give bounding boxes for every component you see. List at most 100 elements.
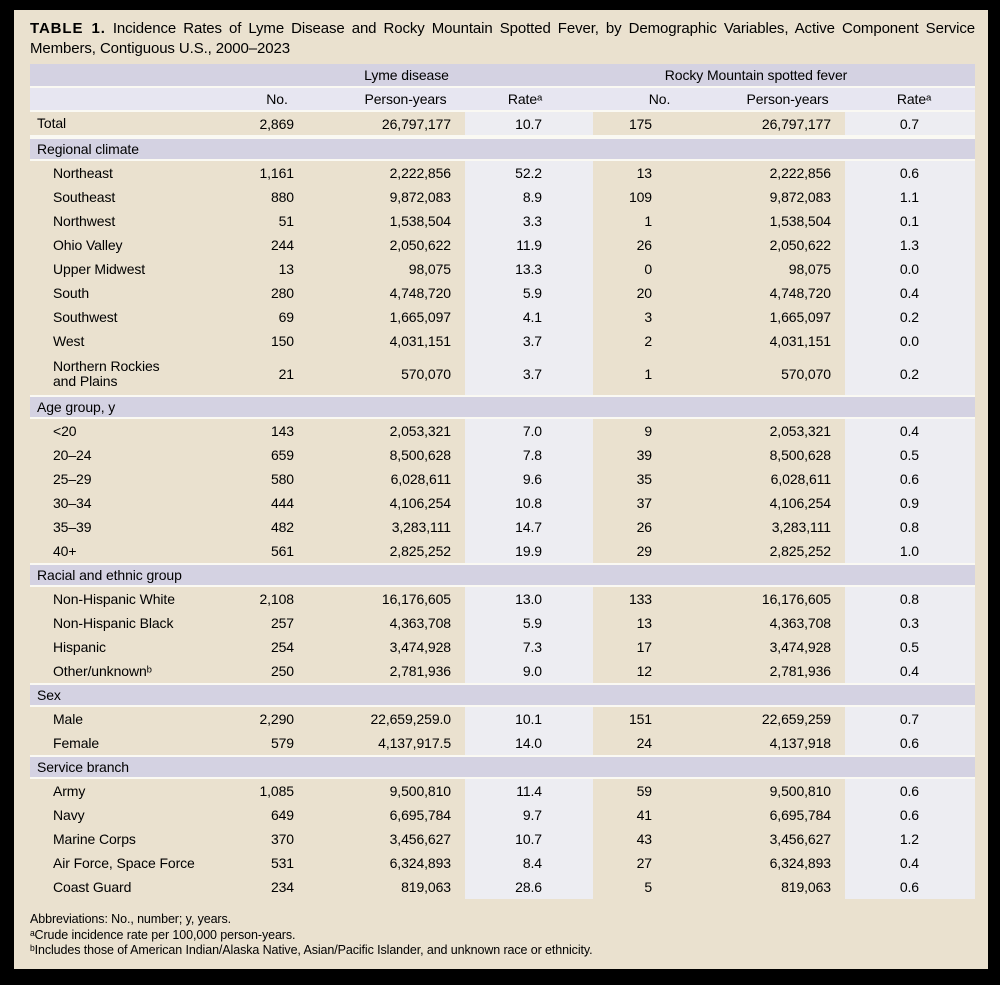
- cell-rmsf-no: 29: [636, 543, 652, 559]
- cell-rmsf-rate: 0.6: [845, 731, 975, 755]
- cell-rmsf-no: 1: [644, 366, 652, 382]
- footnote-abbreviations: Abbreviations: No., number; y, years.: [30, 912, 232, 926]
- cell-lyme-no: 482: [270, 519, 294, 535]
- column-header-rmsf-person-years: Person-years: [746, 91, 829, 107]
- cell-rmsf-person-years: 4,106,254: [769, 495, 831, 511]
- row-label: Southwest: [53, 308, 118, 325]
- section-header: Age group, y: [30, 395, 975, 419]
- row-label: <20: [53, 422, 77, 439]
- cell-rmsf-no: 20: [636, 285, 652, 301]
- cell-lyme-person-years: 9,872,083: [389, 189, 451, 205]
- table-row: Non-Hispanic White 2,108 16,176,605 13.0 133…: [30, 587, 975, 611]
- column-header-lyme-no: No.: [266, 91, 288, 107]
- cell-rmsf-rate: 0.6: [845, 467, 975, 491]
- table-column-header-row: No. Person-years Rateᵃ No. Person-years …: [30, 88, 975, 112]
- cell-lyme-no: 531: [270, 855, 294, 871]
- group-header-spacer: [30, 64, 230, 86]
- table-row: Northern Rockies and Plains 21 570,070 3.7 1…: [30, 353, 975, 395]
- row-label: Ohio Valley: [53, 236, 123, 253]
- table-title: TABLE 1. Incidence Rates of Lyme Disease…: [30, 19, 975, 58]
- cell-rmsf-no: 1: [644, 213, 652, 229]
- cell-rmsf-rate: 1.0: [845, 539, 975, 563]
- cell-lyme-rate: 52.2: [465, 161, 593, 185]
- cell-lyme-rate: 7.3: [465, 635, 593, 659]
- cell-rmsf-no: 12: [636, 663, 652, 679]
- cell-rmsf-no: 13: [636, 165, 652, 181]
- cell-rmsf-person-years: 4,363,708: [769, 615, 831, 631]
- table-row: Army 1,085 9,500,810 11.4 59 9,500,810 0.6: [30, 779, 975, 803]
- cell-lyme-person-years: 3,456,627: [389, 831, 451, 847]
- row-label: Navy: [53, 806, 85, 823]
- cell-lyme-no: 257: [270, 615, 294, 631]
- cell-rmsf-no: 17: [636, 639, 652, 655]
- cell-rmsf-no: 27: [636, 855, 652, 871]
- cell-lyme-person-years: 819,063: [401, 879, 451, 895]
- cell-rmsf-person-years: 4,137,918: [769, 735, 831, 751]
- row-label: Northwest: [53, 212, 116, 229]
- cell-lyme-no: 250: [270, 663, 294, 679]
- cell-rmsf-no: 39: [636, 447, 652, 463]
- table-row: 40+ 561 2,825,252 19.9 29 2,825,252 1.0: [30, 539, 975, 563]
- table-group-header-row: Lyme disease Rocky Mountain spotted feve…: [30, 64, 975, 88]
- cell-rmsf-rate: 0.6: [845, 875, 975, 899]
- section-header: Regional climate: [30, 137, 975, 161]
- cell-rmsf-person-years: 22,659,259: [761, 711, 831, 727]
- cell-rmsf-person-years: 98,075: [788, 261, 831, 277]
- cell-rmsf-no: 13: [636, 615, 652, 631]
- cell-rmsf-rate: 0.4: [845, 851, 975, 875]
- cell-lyme-person-years: 2,781,936: [389, 663, 451, 679]
- cell-lyme-no: 13: [278, 261, 294, 277]
- cell-lyme-rate: 5.9: [465, 281, 593, 305]
- cell-rmsf-person-years: 819,063: [781, 879, 831, 895]
- cell-rmsf-rate: 1.3: [845, 233, 975, 257]
- cell-rmsf-rate: 0.7: [845, 707, 975, 731]
- cell-rmsf-no: 175: [628, 115, 652, 132]
- cell-lyme-rate: 8.9: [465, 185, 593, 209]
- cell-lyme-rate: 11.4: [465, 779, 593, 803]
- cell-rmsf-person-years: 6,028,611: [770, 471, 831, 487]
- table-row: Other/unknownᵇ 250 2,781,936 9.0 12 2,781,936…: [30, 659, 975, 683]
- cell-lyme-no: 880: [270, 189, 294, 205]
- table-body: Total 2,869 26,797,177 10.7 175 26,797,177 0.7…: [30, 112, 975, 899]
- row-label: Non-Hispanic Black: [53, 614, 174, 631]
- row-label: 25–29: [53, 470, 92, 487]
- cell-lyme-rate: 14.7: [465, 515, 593, 539]
- table-row: 20–24 659 8,500,628 7.8 39 8,500,628 0.5: [30, 443, 975, 467]
- cell-lyme-no: 561: [270, 543, 294, 559]
- cell-rmsf-person-years: 26,797,177: [761, 115, 831, 132]
- cell-rmsf-rate: 0.1: [845, 209, 975, 233]
- row-label: Southeast: [53, 188, 116, 205]
- cell-rmsf-rate: 0.7: [845, 112, 975, 135]
- cell-lyme-no: 69: [278, 309, 294, 325]
- cell-lyme-no: 150: [270, 333, 294, 349]
- cell-lyme-person-years: 4,748,720: [389, 285, 451, 301]
- cell-rmsf-person-years: 2,050,622: [769, 237, 831, 253]
- column-header-rmsf-no: No.: [648, 91, 671, 107]
- table-row: Navy 649 6,695,784 9.7 41 6,695,784 0.6: [30, 803, 975, 827]
- cell-lyme-no: 2,290: [259, 711, 294, 727]
- cell-lyme-no: 580: [270, 471, 294, 487]
- cell-rmsf-no: 24: [636, 735, 652, 751]
- table-row: Southeast 880 9,872,083 8.9 109 9,872,083 1.1: [30, 185, 975, 209]
- cell-rmsf-no: 43: [636, 831, 652, 847]
- table-row: Northeast 1,161 2,222,856 52.2 13 2,222,856 0.…: [30, 161, 975, 185]
- cell-lyme-rate: 11.9: [465, 233, 593, 257]
- footnotes: Abbreviations: No., number; y, years. ᵃC…: [30, 912, 975, 959]
- table-row: 25–29 580 6,028,611 9.6 35 6,028,611 0.6: [30, 467, 975, 491]
- cell-rmsf-no: 3: [644, 309, 652, 325]
- table-row: Female 579 4,137,917.5 14.0 24 4,137,918 0.6: [30, 731, 975, 755]
- column-header-lyme-person-years: Person-years: [364, 91, 447, 107]
- cell-rmsf-no: 5: [644, 879, 652, 895]
- cell-lyme-rate: 9.0: [465, 659, 593, 683]
- row-label: 30–34: [53, 494, 92, 511]
- cell-rmsf-person-years: 1,665,097: [769, 309, 831, 325]
- cell-rmsf-rate: 1.2: [845, 827, 975, 851]
- cell-rmsf-person-years: 6,695,784: [769, 807, 831, 823]
- table-row: Southwest 69 1,665,097 4.1 3 1,665,097 0.2: [30, 305, 975, 329]
- table-row: Marine Corps 370 3,456,627 10.7 43 3,456,627 1…: [30, 827, 975, 851]
- cell-lyme-rate: 7.8: [465, 443, 593, 467]
- group-header-lyme-disease: Lyme disease: [364, 67, 449, 83]
- cell-rmsf-person-years: 16,176,605: [761, 591, 831, 607]
- cell-lyme-person-years: 6,028,611: [390, 471, 451, 487]
